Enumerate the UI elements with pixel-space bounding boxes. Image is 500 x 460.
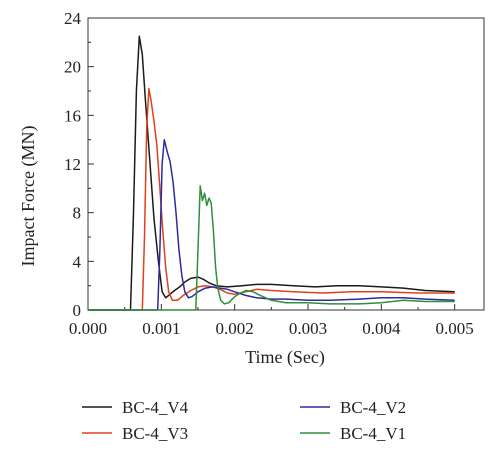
- y-axis: 0 4 8 12 16 20 24: [64, 9, 94, 320]
- series-line-bc-4-v2: [88, 138, 455, 311]
- series-line-bc-4-v4: [88, 35, 455, 311]
- series-layer: [88, 35, 455, 311]
- plot-frame: [87, 17, 485, 311]
- series-line-bc-4-v3: [88, 87, 455, 311]
- y-axis-title: Impact Force (MN): [18, 126, 39, 267]
- x-tick-label: 0.002: [216, 319, 254, 338]
- y-tick-label: 4: [73, 252, 82, 271]
- y-tick-label: 8: [73, 204, 82, 223]
- legend-label-bc-4-v2: BC-4_V2: [340, 398, 406, 417]
- x-tick-label: 0.005: [436, 319, 474, 338]
- legend: BC-4_V4 BC-4_V2 BC-4_V3 BC-4_V1: [82, 398, 406, 443]
- x-tick-label: 0.000: [69, 319, 107, 338]
- legend-label-bc-4-v3: BC-4_V3: [122, 424, 188, 443]
- y-tick-label: 0: [73, 301, 82, 320]
- x-tick-label: 0.004: [362, 319, 401, 338]
- x-tick-label: 0.001: [142, 319, 180, 338]
- y-tick-label: 24: [64, 9, 82, 28]
- y-tick-label: 12: [64, 155, 81, 174]
- y-tick-label: 20: [64, 58, 81, 77]
- legend-label-bc-4-v4: BC-4_V4: [122, 398, 189, 417]
- series-line-bc-4-v1: [88, 185, 455, 311]
- x-axis: 0.000 0.001 0.002 0.003 0.004 0.005: [69, 304, 474, 338]
- x-tick-label: 0.003: [289, 319, 327, 338]
- plot-area: [87, 17, 485, 311]
- x-axis-title: Time (Sec): [245, 347, 325, 368]
- legend-label-bc-4-v1: BC-4_V1: [340, 424, 406, 443]
- y-tick-label: 16: [64, 106, 81, 125]
